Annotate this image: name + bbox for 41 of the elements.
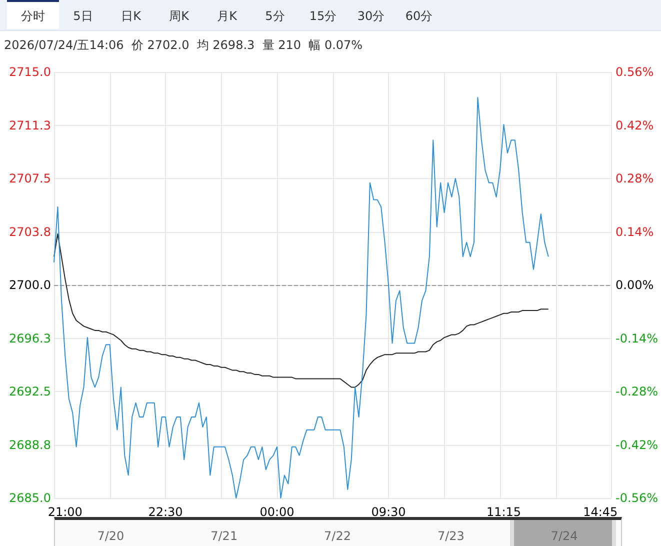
y2-tick-label: -0.56% <box>616 491 658 505</box>
text: 7/23 <box>436 528 466 545</box>
y2-tick-label: 0.42% <box>616 118 654 132</box>
x-tick-label: 21:00 <box>48 505 82 519</box>
text: 5分 <box>264 8 286 25</box>
x-tick-label: 14:45 <box>583 505 618 519</box>
text: 月K <box>216 8 238 25</box>
y-tick-label: 2692.5 <box>9 384 51 398</box>
y-tick-label: 2700.0 <box>9 278 51 292</box>
y-tick-label: 2688.8 <box>9 438 51 452</box>
y-tick-label: 2685.0 <box>9 491 51 505</box>
text: 15分 <box>308 8 338 25</box>
line-series <box>54 233 549 388</box>
y2-tick-label: 0.14% <box>616 224 654 239</box>
y2-tick-label: -0.28% <box>616 384 658 398</box>
text: 分时 <box>7 0 59 29</box>
y-tick-label: 2703.8 <box>9 224 51 239</box>
text: 5日 <box>72 8 94 25</box>
x-tick-label: 00:00 <box>260 505 294 519</box>
y2-tick-label: 0.00% <box>616 278 654 292</box>
text: 60分 <box>404 8 434 25</box>
line-series <box>54 97 549 498</box>
y2-tick-label: -0.14% <box>616 331 658 346</box>
text: 7/22 <box>323 528 352 545</box>
text: 7/20 <box>96 528 126 545</box>
text: 30分 <box>356 8 386 25</box>
y-tick-label: 2711.3 <box>9 118 51 132</box>
y2-tick-label: 0.56% <box>616 65 654 79</box>
x-tick-label: 09:30 <box>371 505 406 519</box>
x-tick-label: 11:15 <box>486 505 522 519</box>
y2-tick-label: 0.28% <box>616 172 654 186</box>
y-tick-label: 2715.0 <box>9 65 51 79</box>
text: 7/21 <box>210 528 239 545</box>
y2-tick-label: -0.42% <box>616 438 658 452</box>
y-tick-label: 2696.3 <box>9 331 51 346</box>
x-tick-label: 22:30 <box>148 505 183 519</box>
text: 周K <box>168 8 190 25</box>
text: 日K <box>120 8 142 25</box>
text: 7/24 <box>550 528 579 545</box>
chart-title: 2026/07/24/五14:06 价 2702.0 均 2698.3 量 210 幅 0.07% <box>4 37 363 54</box>
y-tick-label: 2707.5 <box>9 172 51 186</box>
